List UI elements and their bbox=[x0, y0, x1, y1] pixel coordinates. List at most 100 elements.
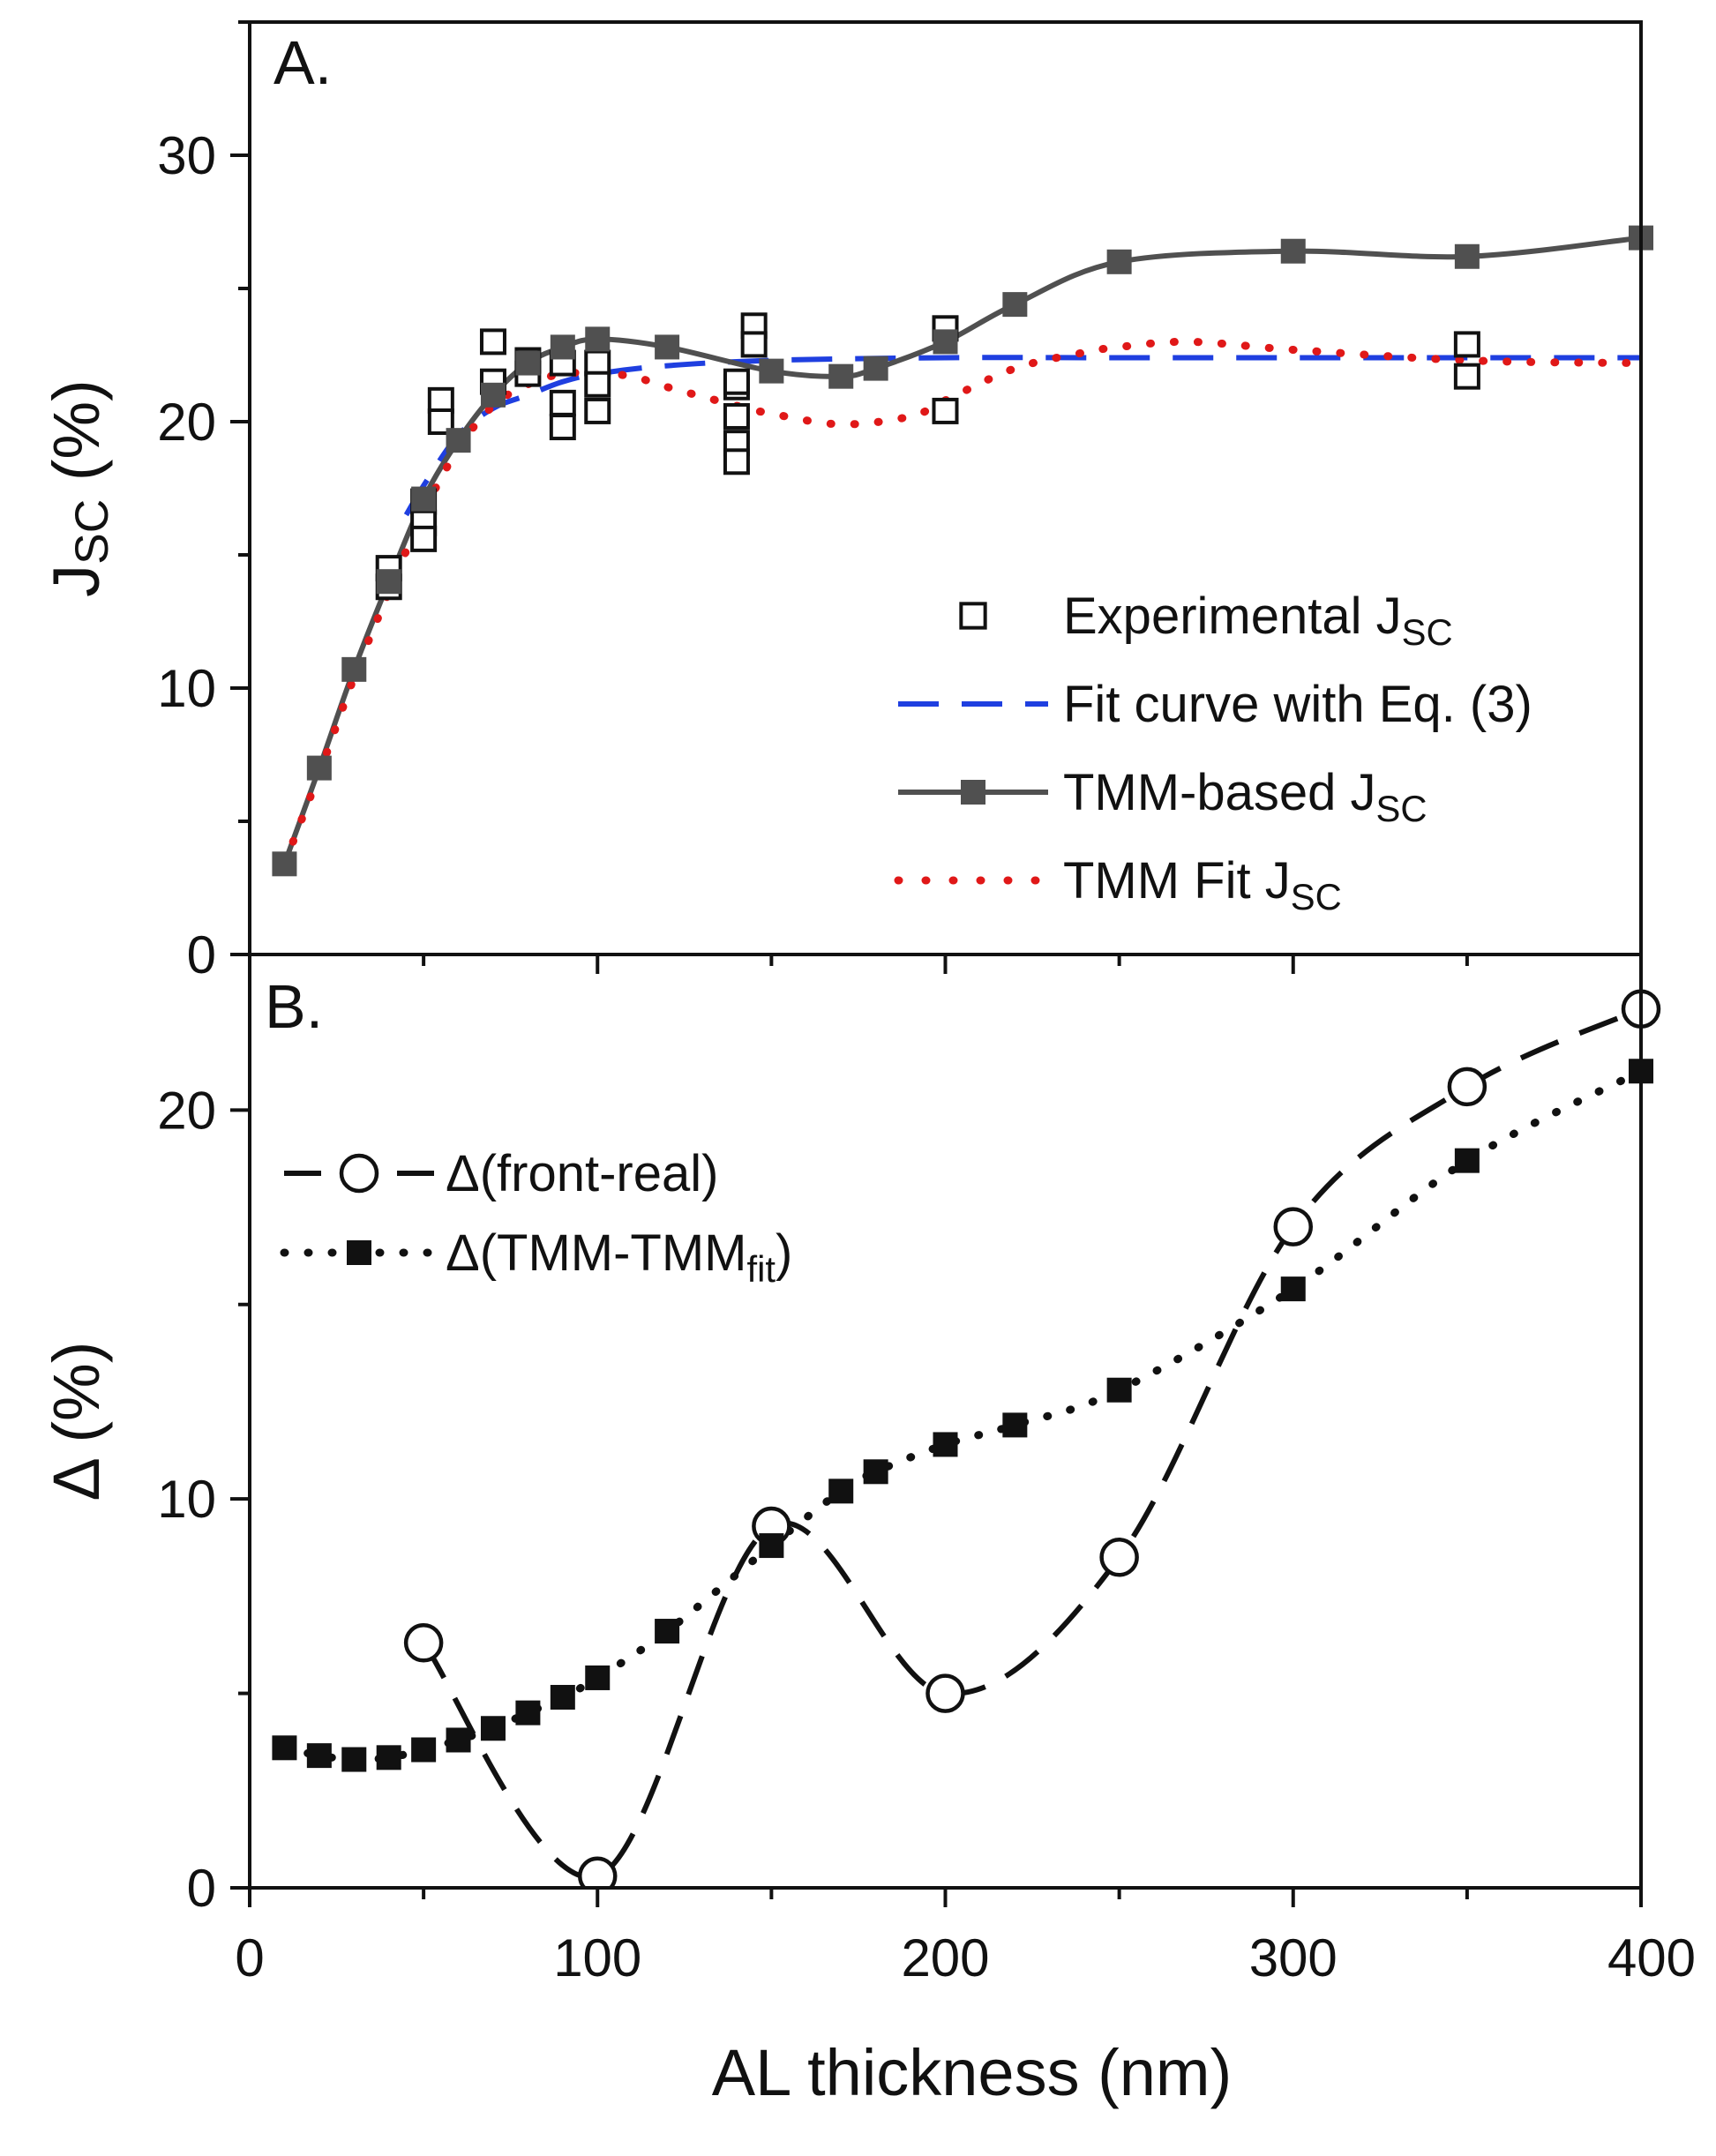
panel-label: B. bbox=[265, 972, 323, 1041]
series-line-1 bbox=[403, 355, 1641, 517]
data-point-s0 bbox=[479, 328, 506, 356]
data-point-s0 bbox=[925, 1673, 965, 1713]
data-point-s2 bbox=[341, 656, 367, 682]
text-part: ) bbox=[776, 1224, 792, 1282]
data-point-s0 bbox=[723, 402, 750, 430]
data-point-s1 bbox=[759, 1533, 784, 1559]
text-part: Experimental J bbox=[1063, 588, 1402, 645]
data-point-s2 bbox=[1280, 238, 1306, 264]
data-point-s2 bbox=[550, 334, 575, 360]
series-line-0 bbox=[421, 1006, 1643, 1881]
data-point-s2 bbox=[585, 326, 611, 352]
data-point-s2 bbox=[933, 329, 958, 355]
text-part: TMM Fit J bbox=[1063, 852, 1291, 910]
x-tick-label: 100 bbox=[553, 1928, 641, 1988]
legend-marker-1 bbox=[347, 1240, 371, 1265]
data-point-s1 bbox=[272, 1735, 297, 1761]
legend-marker-0 bbox=[959, 602, 987, 630]
data-point-s1 bbox=[480, 1716, 506, 1741]
legend-label-1: Δ(TMM-TMMfit) bbox=[446, 1224, 792, 1290]
data-point-s1 bbox=[341, 1747, 367, 1772]
data-point-s1 bbox=[411, 1737, 437, 1763]
data-point-s0 bbox=[740, 331, 768, 358]
data-point-s0 bbox=[427, 386, 454, 414]
data-point-s2 bbox=[306, 755, 332, 781]
y-tick-label: 0 bbox=[187, 925, 216, 984]
data-point-s1 bbox=[933, 1432, 958, 1457]
subscript: SC bbox=[1376, 788, 1428, 829]
y-tick-label: 0 bbox=[187, 1859, 216, 1918]
data-point-s2 bbox=[376, 569, 401, 595]
data-point-s0 bbox=[578, 1856, 618, 1890]
text-part: Δ(front-real) bbox=[446, 1145, 718, 1202]
data-point-s1 bbox=[1454, 1148, 1480, 1173]
data-point-s2 bbox=[272, 851, 297, 877]
subscript: SC bbox=[66, 499, 118, 565]
data-point-s0 bbox=[1099, 1538, 1139, 1577]
data-point-s1 bbox=[376, 1745, 401, 1770]
data-point-s2 bbox=[863, 356, 888, 381]
y-axis-title: JSC (%) bbox=[40, 379, 118, 597]
data-point-s0 bbox=[549, 414, 576, 441]
legend-label-0: Δ(front-real) bbox=[446, 1145, 718, 1202]
data-point-s1 bbox=[306, 1743, 332, 1769]
x-axis-title: AL thickness (nm) bbox=[712, 2036, 1232, 2109]
text-part: (%) bbox=[40, 1341, 113, 1461]
data-point-s2 bbox=[1002, 292, 1028, 318]
legend-marker-0 bbox=[339, 1153, 379, 1194]
series-layer bbox=[272, 989, 1661, 1890]
text-part: (%) bbox=[40, 379, 113, 499]
x-tick-label: 300 bbox=[1249, 1928, 1338, 1988]
data-point-s1 bbox=[863, 1459, 888, 1485]
legend: Δ(front-real) Δ(TMM-TMMfit) bbox=[280, 1145, 792, 1290]
x-tick-label: 400 bbox=[1607, 1928, 1696, 1988]
data-point-s0 bbox=[410, 525, 438, 552]
legend-marker-2 bbox=[961, 780, 985, 805]
data-point-s2 bbox=[515, 350, 541, 376]
legend-label-2: TMM-based JSC bbox=[1063, 764, 1428, 829]
y-tick-label: 10 bbox=[157, 1470, 216, 1529]
data-point-s1 bbox=[585, 1665, 611, 1690]
y-tick-label: 30 bbox=[157, 126, 216, 185]
text-part: J bbox=[40, 565, 113, 597]
data-point-s2 bbox=[759, 358, 784, 384]
data-point-s0 bbox=[1453, 331, 1480, 358]
subscript: fit bbox=[747, 1248, 776, 1290]
legend-label-0: Experimental JSC bbox=[1063, 588, 1453, 653]
data-point-s0 bbox=[403, 1623, 444, 1663]
legend-label-1: Fit curve with Eq. (3) bbox=[1063, 676, 1532, 733]
text-part: TMM-based J bbox=[1063, 764, 1376, 821]
data-point-s1 bbox=[550, 1684, 575, 1710]
subscript: SC bbox=[1291, 876, 1342, 917]
y-tick-label: 10 bbox=[157, 659, 216, 718]
y-tick-label: 20 bbox=[157, 393, 216, 452]
data-point-s2 bbox=[655, 334, 680, 360]
data-point-s0 bbox=[584, 371, 611, 398]
data-point-s0 bbox=[549, 389, 576, 416]
data-point-s0 bbox=[723, 368, 750, 395]
data-point-s1 bbox=[1280, 1276, 1306, 1302]
legend-label-3: TMM Fit JSC bbox=[1063, 852, 1342, 917]
data-point-s1 bbox=[446, 1727, 471, 1753]
data-point-s1 bbox=[655, 1619, 680, 1644]
x-tick-label: 0 bbox=[235, 1928, 264, 1988]
data-point-s2 bbox=[828, 363, 854, 389]
text-part: Fit curve with Eq. (3) bbox=[1063, 676, 1532, 733]
data-point-s2 bbox=[1454, 243, 1480, 269]
series-layer bbox=[272, 225, 1653, 877]
data-point-s0 bbox=[1447, 1067, 1487, 1107]
data-point-s2 bbox=[1106, 249, 1132, 274]
data-point-s1 bbox=[515, 1700, 541, 1726]
data-point-s1 bbox=[1002, 1412, 1028, 1438]
data-point-s0 bbox=[584, 397, 611, 424]
text-part: Δ bbox=[40, 1459, 113, 1501]
data-point-s2 bbox=[446, 428, 471, 453]
panel-label: A. bbox=[274, 28, 332, 97]
data-point-s1 bbox=[828, 1479, 854, 1504]
x-tick-label: 200 bbox=[901, 1928, 989, 1988]
data-point-s2 bbox=[480, 382, 506, 408]
